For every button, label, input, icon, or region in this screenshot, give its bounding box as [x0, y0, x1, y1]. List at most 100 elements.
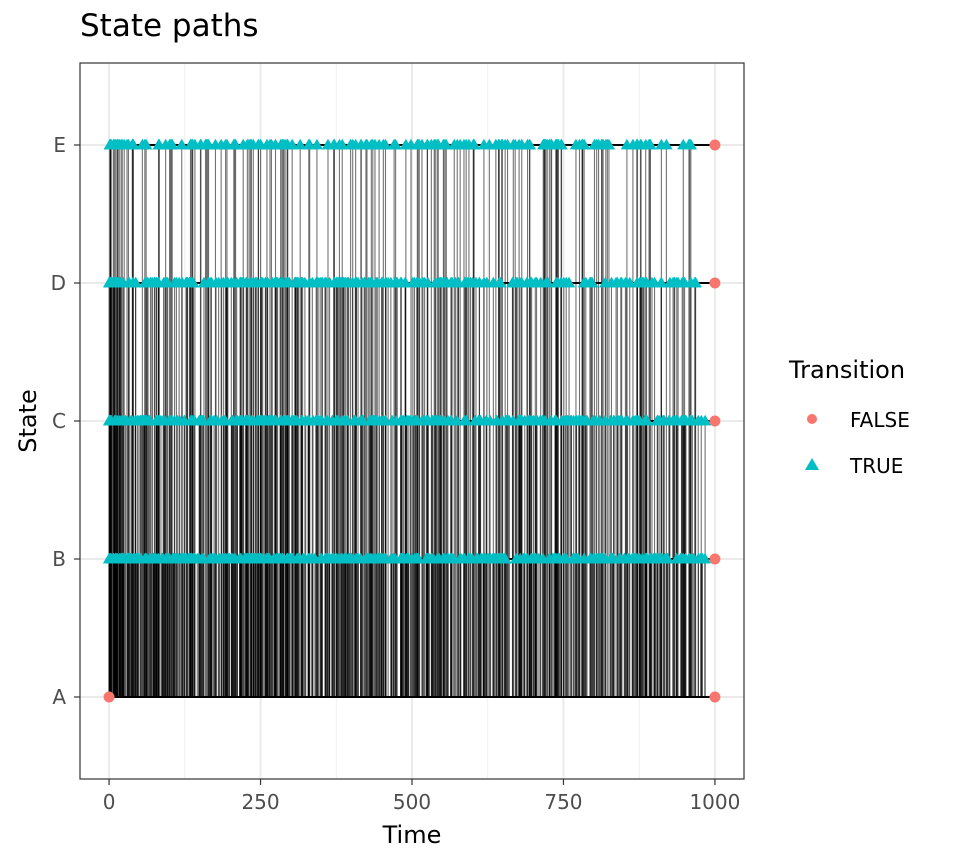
y-tick-label: E [53, 133, 66, 157]
y-tick-label: D [51, 271, 66, 295]
transition-true-point [326, 414, 339, 426]
transition-true-point [529, 276, 542, 288]
transition-true-point [512, 138, 526, 150]
transition-true-point [126, 138, 139, 150]
transition-true-point [460, 414, 473, 426]
transition-true-point [441, 414, 455, 426]
transition-true-point [302, 552, 316, 564]
transition-true-point [371, 276, 384, 288]
transition-true-point [591, 552, 604, 564]
transition-true-point [289, 276, 303, 288]
transition-true-point [141, 276, 154, 288]
transition-true-point [634, 276, 647, 288]
y-tick-label: B [52, 547, 66, 571]
transition-true-point [118, 138, 131, 150]
legend: Transition FALSE TRUE [788, 356, 910, 478]
transition-true-point [185, 138, 198, 150]
transition-true-point [136, 138, 149, 150]
transition-true-point [221, 552, 234, 564]
transition-true-point [494, 276, 507, 288]
transition-true-point [175, 138, 188, 150]
transition-false-point [709, 691, 721, 703]
transition-true-point [394, 414, 407, 426]
transition-true-point [662, 414, 676, 426]
transition-true-point [364, 552, 377, 564]
transition-true-point [234, 276, 248, 288]
transition-true-point [239, 414, 253, 426]
transition-true-point [170, 276, 183, 288]
transition-true-point [335, 552, 348, 564]
transition-true-point [204, 276, 217, 288]
transition-true-point [220, 276, 233, 288]
transition-true-point [555, 138, 568, 150]
transition-true-point [532, 552, 546, 564]
transition-true-point [576, 138, 589, 150]
transition-true-point [313, 276, 327, 288]
transition-true-point [158, 414, 171, 426]
transition-true-point [417, 414, 430, 426]
transition-true-point [631, 414, 645, 426]
y-tick-label: A [52, 685, 66, 709]
legend-false-label: FALSE [850, 408, 910, 432]
transition-true-point [546, 552, 559, 564]
transition-true-point [107, 552, 120, 564]
transition-true-point [293, 138, 307, 150]
transition-true-point [686, 414, 699, 426]
transition-true-point [401, 552, 414, 564]
transition-true-point [562, 276, 576, 288]
transition-true-point [687, 552, 700, 564]
transition-true-point [434, 276, 447, 288]
transition-true-point [279, 414, 292, 426]
legend-title: Transition [788, 356, 905, 384]
transition-true-point [163, 138, 176, 150]
transition-true-point [241, 138, 254, 150]
transition-true-point [204, 414, 218, 426]
transition-true-point [103, 138, 117, 150]
transition-true-point [479, 552, 492, 564]
transition-true-point [337, 414, 351, 426]
transition-true-point [161, 552, 175, 564]
transition-true-point [499, 414, 513, 426]
transition-true-point [539, 276, 553, 288]
transition-true-point [138, 552, 152, 564]
transition-true-point [411, 138, 424, 150]
transition-true-point [399, 138, 413, 150]
transition-true-point [226, 414, 239, 426]
transition-true-point [438, 138, 451, 150]
transition-true-point [599, 276, 612, 288]
transition-true-point [630, 138, 643, 150]
x-tick-label: 0 [103, 790, 116, 814]
y-tick-label: C [52, 409, 66, 433]
transition-true-point [572, 552, 585, 564]
transition-true-point [653, 552, 667, 564]
transition-true-point [234, 552, 248, 564]
transition-false-point [103, 691, 115, 703]
transition-true-point [512, 414, 525, 426]
transition-true-point [410, 276, 423, 288]
transition-true-point [609, 276, 623, 288]
transition-true-point [176, 552, 189, 564]
transition-true-point [277, 138, 290, 150]
transition-true-point [301, 414, 315, 426]
transition-true-point [168, 414, 181, 426]
transition-true-point [461, 276, 475, 288]
transition-true-point [509, 552, 523, 564]
transition-true-point [544, 138, 558, 150]
transition-true-point [315, 552, 328, 564]
transition-true-point [689, 276, 702, 288]
transition-true-point [477, 138, 491, 150]
transition-true-point [323, 552, 336, 564]
transition-true-point [137, 414, 150, 426]
transition-true-point [204, 552, 217, 564]
transition-true-point [111, 414, 125, 426]
transition-true-point [604, 414, 617, 426]
transition-true-point [260, 138, 274, 150]
chart-title: State paths [80, 8, 259, 44]
transition-true-point [555, 276, 568, 288]
transition-true-point [655, 276, 668, 288]
transition-true-point [150, 414, 163, 426]
transition-true-point [387, 138, 401, 150]
transition-true-point [521, 138, 534, 150]
transition-false-point [709, 277, 721, 289]
